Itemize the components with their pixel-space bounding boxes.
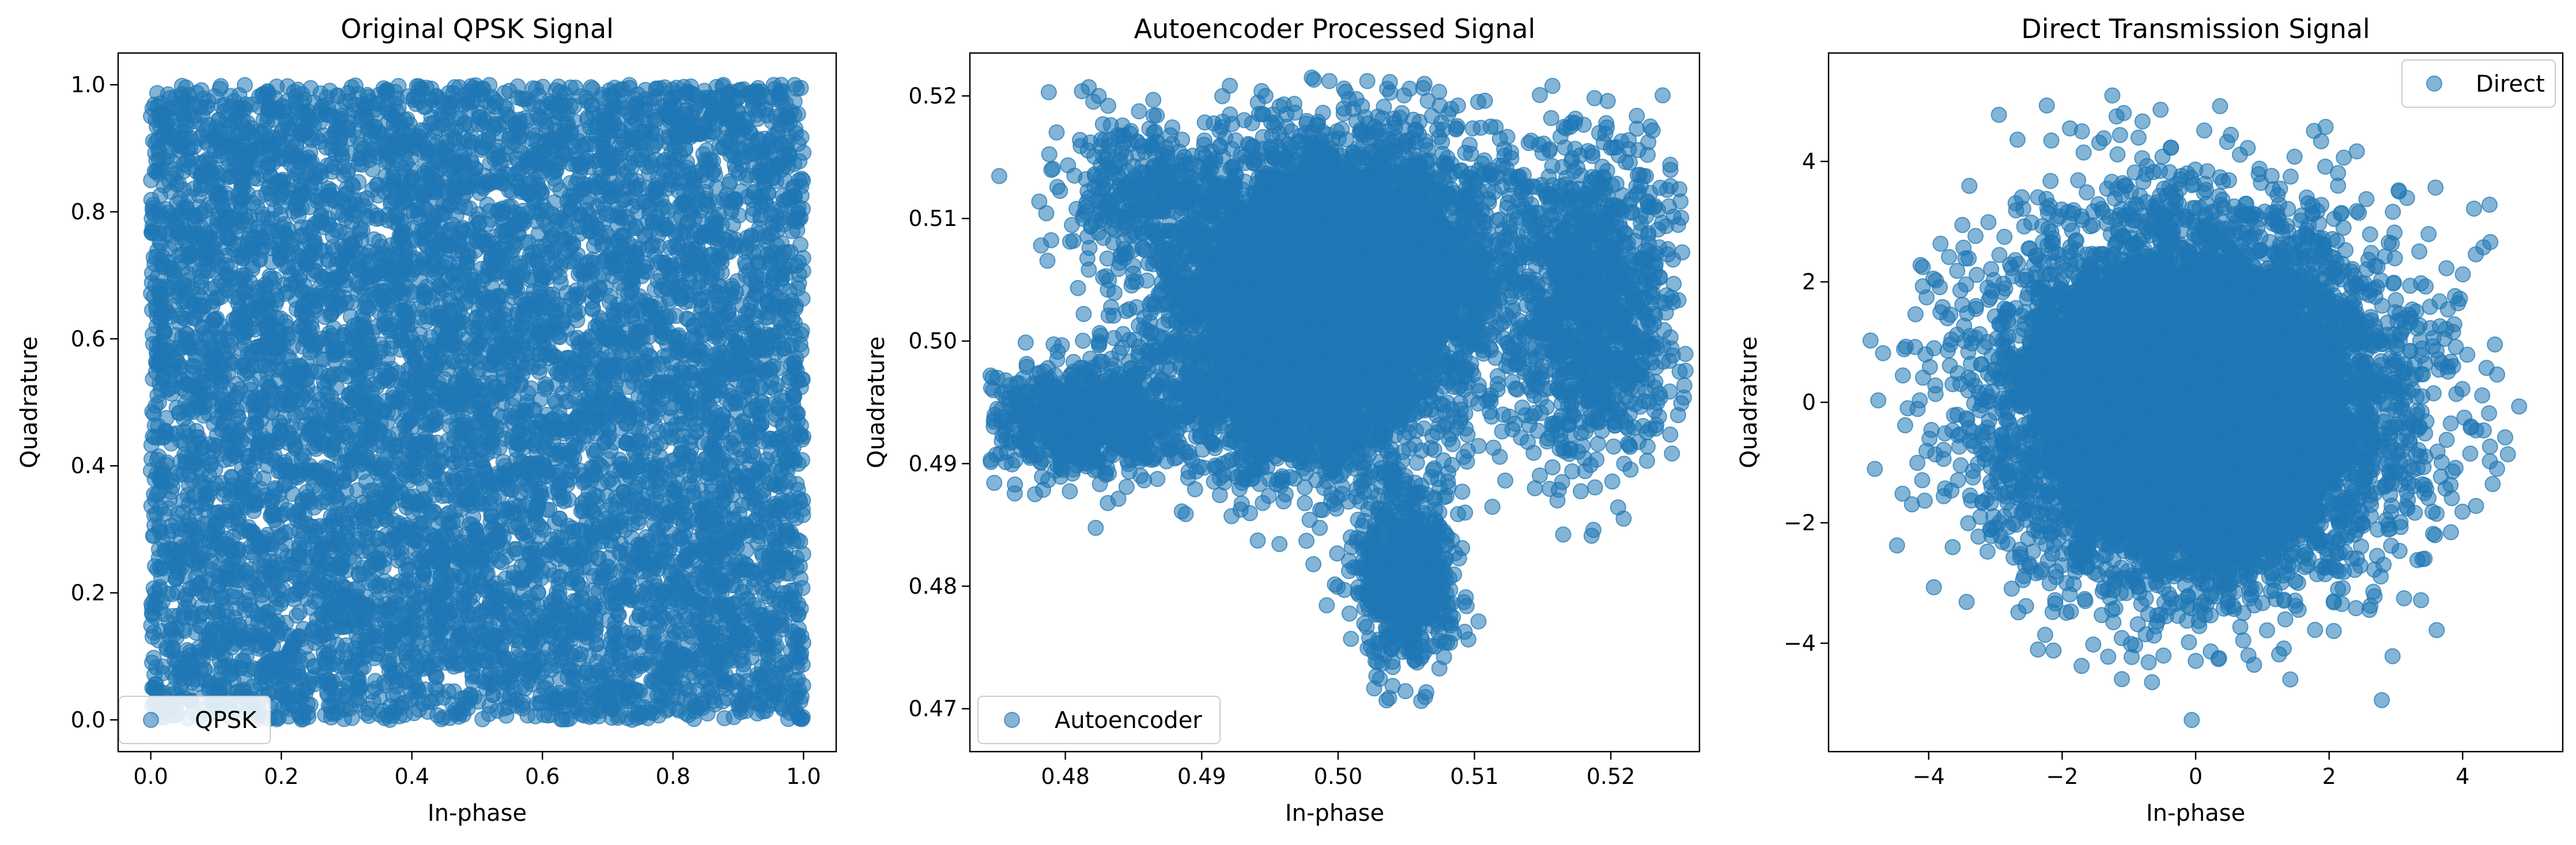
- panel-original-qpsk: 0.0 0.2 0.4 0.6 0.8 1.00.00.20.40.60.81.0 Ori…: [16, 13, 837, 827]
- scatter-point: [791, 275, 807, 292]
- scatter-points: [142, 77, 812, 728]
- scatter-point: [795, 250, 811, 266]
